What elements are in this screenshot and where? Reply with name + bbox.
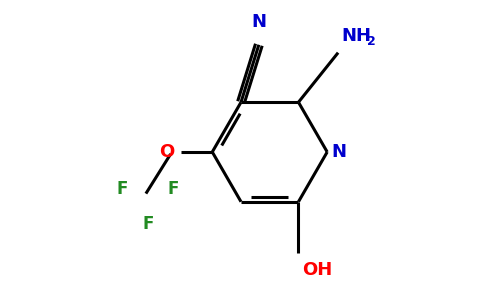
Text: N: N [331,143,346,161]
Text: OH: OH [302,261,333,279]
Text: N: N [251,13,266,31]
Text: O: O [159,143,175,161]
Text: F: F [117,180,128,198]
Text: 2: 2 [367,35,376,48]
Text: F: F [142,215,153,233]
Text: F: F [167,180,179,198]
Text: NH: NH [341,27,371,45]
